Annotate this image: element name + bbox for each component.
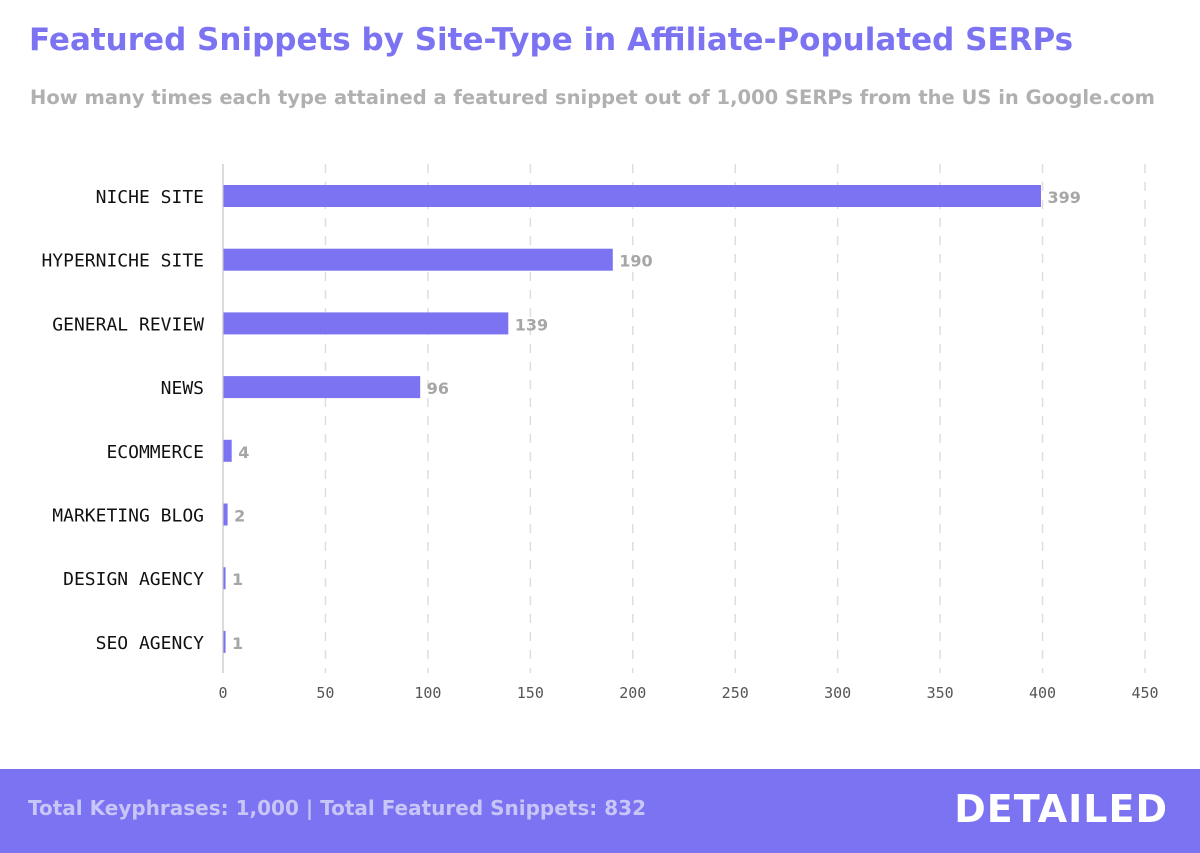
value-label: 139 bbox=[515, 315, 548, 334]
category-label: SEO AGENCY bbox=[96, 633, 205, 654]
category-label: NICHE SITE bbox=[96, 187, 204, 208]
bars bbox=[223, 185, 1042, 653]
x-tick-label: 300 bbox=[824, 684, 851, 702]
bar-chart: NICHE SITE HYPERNICHE SITE GENERAL REVIEW N… bbox=[41, 164, 1159, 702]
x-tick-label: 250 bbox=[722, 684, 749, 702]
gridlines bbox=[222, 164, 1146, 673]
bar bbox=[223, 185, 1042, 207]
bar bbox=[223, 312, 509, 335]
x-tick-label: 100 bbox=[414, 684, 441, 702]
bar bbox=[223, 248, 613, 271]
bar bbox=[223, 503, 228, 526]
x-tick-label: 200 bbox=[619, 684, 646, 702]
footer-stats: Total Keyphrases: 1,000 | Total Featured… bbox=[28, 796, 646, 820]
bar bbox=[223, 567, 226, 590]
x-tick-label: 0 bbox=[218, 684, 227, 702]
category-labels: NICHE SITE HYPERNICHE SITE GENERAL REVIEW N… bbox=[41, 187, 204, 654]
category-label: DESIGN AGENCY bbox=[63, 569, 204, 590]
category-label: GENERAL REVIEW bbox=[52, 314, 204, 335]
value-label: 1 bbox=[232, 634, 243, 653]
x-tick-label: 450 bbox=[1131, 684, 1158, 702]
x-tick-labels: 0 50 100 150 200 250 300 350 400 450 bbox=[218, 684, 1158, 702]
value-label: 1 bbox=[232, 570, 243, 589]
category-label: MARKETING BLOG bbox=[52, 506, 204, 527]
value-label: 190 bbox=[619, 252, 652, 271]
bar bbox=[223, 439, 232, 462]
value-label: 399 bbox=[1048, 188, 1081, 207]
value-labels: 399 190 139 96 4 2 1 1 bbox=[232, 188, 1081, 653]
bar bbox=[223, 376, 421, 399]
footer-banner: Total Keyphrases: 1,000 | Total Featured… bbox=[0, 769, 1200, 853]
value-label: 2 bbox=[234, 507, 245, 526]
brand-logo: DETAILED bbox=[954, 787, 1168, 831]
bar bbox=[223, 630, 226, 653]
category-label: NEWS bbox=[161, 378, 204, 399]
x-tick-label: 400 bbox=[1029, 684, 1056, 702]
category-label: HYPERNICHE SITE bbox=[41, 251, 204, 272]
x-tick-label: 350 bbox=[927, 684, 954, 702]
x-tick-label: 50 bbox=[316, 684, 334, 702]
value-label: 96 bbox=[427, 379, 449, 398]
category-label: ECOMMERCE bbox=[106, 442, 204, 463]
chart-subtitle: How many times each type attained a feat… bbox=[30, 86, 1155, 109]
x-tick-label: 150 bbox=[517, 684, 544, 702]
chart-title: Featured Snippets by Site-Type in Affili… bbox=[29, 22, 1074, 58]
value-label: 4 bbox=[238, 443, 249, 462]
